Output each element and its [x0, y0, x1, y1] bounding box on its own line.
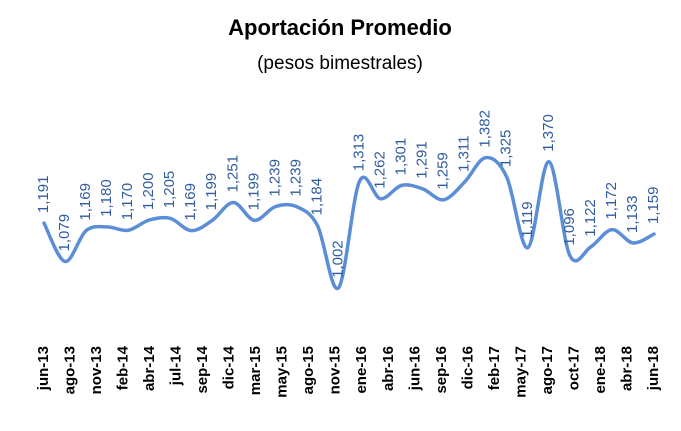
data-label: 1,180	[98, 179, 115, 217]
x-tick-label: ene-16	[353, 346, 370, 394]
data-label: 1,262	[372, 151, 389, 189]
data-label: 1,169	[77, 183, 94, 221]
data-label: 1,311	[456, 136, 473, 172]
x-tick-label: mar-15	[247, 346, 264, 395]
chart-subtitle: (pesos bimestrales)	[257, 53, 423, 74]
x-tick-label: may-17	[512, 346, 529, 398]
x-tick-label: feb-17	[486, 346, 503, 390]
x-tick-label: ene-18	[592, 346, 609, 394]
data-label: 1,382	[477, 110, 494, 148]
data-label: 1,002	[329, 240, 346, 278]
x-tick-label: ago-17	[539, 346, 556, 394]
x-tick-label: jun-16	[406, 346, 423, 391]
x-tick-label: nov-13	[88, 346, 105, 394]
data-label: 1,200	[140, 172, 157, 210]
data-label: 1,251	[224, 155, 241, 193]
data-label: 1,119	[519, 201, 536, 237]
data-label: 1,133	[624, 195, 641, 233]
x-tick-label: dic-14	[221, 345, 238, 389]
data-label: 1,169	[182, 183, 199, 221]
data-label: 1,205	[161, 171, 178, 209]
data-label: 1,079	[56, 214, 73, 252]
data-label: 1,199	[245, 173, 262, 211]
x-tick-label: jun-18	[645, 346, 662, 391]
x-tick-label: feb-14	[115, 345, 132, 390]
x-tick-label: jun-13	[35, 346, 52, 391]
x-tick-label: sep-16	[433, 346, 450, 394]
x-tick-label: ago-13	[61, 346, 78, 394]
data-label: 1,191	[35, 176, 52, 214]
data-label: 1,239	[287, 159, 304, 197]
data-label: 1,325	[498, 130, 515, 168]
data-label: 1,291	[414, 141, 431, 179]
data-label: 1,170	[119, 183, 136, 221]
x-tick-label: jul-14	[168, 345, 185, 386]
data-label: 1,122	[582, 199, 599, 237]
chart-title: Aportación Promedio	[228, 15, 452, 40]
x-tick-label: abr-14	[141, 345, 158, 391]
x-tick-label: may-15	[274, 346, 291, 398]
data-label: 1,159	[645, 187, 662, 225]
data-label: 1,172	[603, 182, 620, 220]
x-tick-label: abr-18	[618, 346, 635, 391]
data-label: 1,301	[393, 138, 410, 176]
x-tick-label: oct-17	[565, 346, 582, 390]
x-tick-label: dic-16	[459, 346, 476, 389]
data-label: 1,199	[203, 173, 220, 211]
data-label: 1,239	[266, 159, 283, 197]
data-label: 1,259	[435, 152, 452, 190]
x-tick-label: nov-15	[327, 346, 344, 394]
x-tick-label: sep-14	[194, 345, 211, 393]
x-tick-label: ago-15	[300, 346, 317, 394]
data-label: 1,096	[561, 208, 578, 246]
x-tick-label: abr-16	[380, 346, 397, 391]
line	[42, 155, 656, 291]
data-label: 1,184	[308, 178, 325, 216]
data-label: 1,313	[350, 134, 367, 172]
data-label: 1,370	[540, 114, 557, 152]
